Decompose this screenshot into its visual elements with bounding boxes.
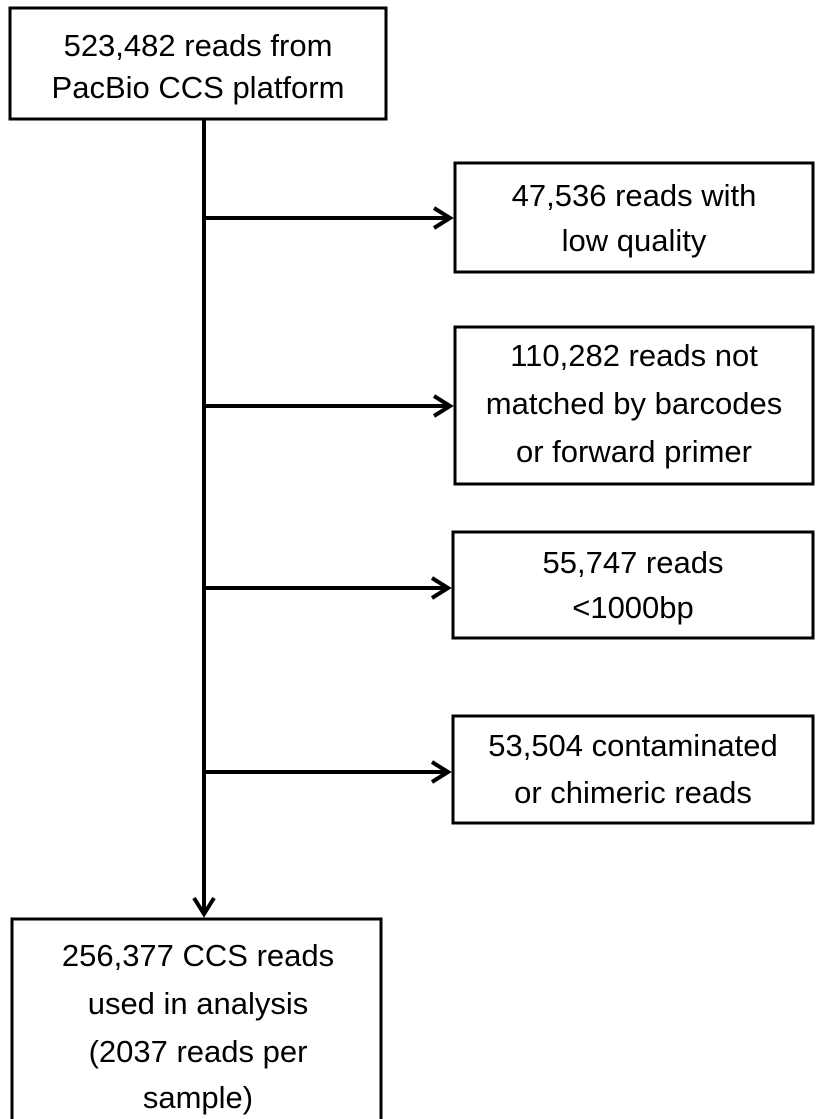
node-text: 53,504 contaminated xyxy=(488,728,778,763)
node-text: matched by barcodes xyxy=(486,386,782,421)
node-text: or chimeric reads xyxy=(514,775,752,810)
node-box xyxy=(453,161,815,274)
arrow-head xyxy=(432,206,454,230)
node-text: 523,482 reads from xyxy=(64,28,333,63)
node-text: 110,282 reads not xyxy=(510,338,758,373)
node-text: or forward primer xyxy=(516,434,752,469)
node-box xyxy=(451,530,815,640)
node-text: sample) xyxy=(143,1080,253,1115)
node-box xyxy=(8,6,388,121)
node-text: low quality xyxy=(562,223,707,258)
node-text: 55,747 reads xyxy=(543,545,724,580)
arrow-head xyxy=(432,394,454,418)
arrow-head xyxy=(192,896,216,918)
node-text: used in analysis xyxy=(88,986,309,1021)
arrow-head xyxy=(430,576,452,600)
arrow-head xyxy=(430,760,452,784)
node-text: (2037 reads per xyxy=(89,1034,308,1069)
node-box xyxy=(10,917,383,1119)
node-text: PacBio CCS platform xyxy=(52,70,345,105)
node-text: 256,377 CCS reads xyxy=(62,938,334,973)
node-text: 47,536 reads with xyxy=(512,178,757,213)
node-text: <1000bp xyxy=(572,590,694,625)
node-box xyxy=(451,714,815,825)
node-box xyxy=(453,325,815,486)
